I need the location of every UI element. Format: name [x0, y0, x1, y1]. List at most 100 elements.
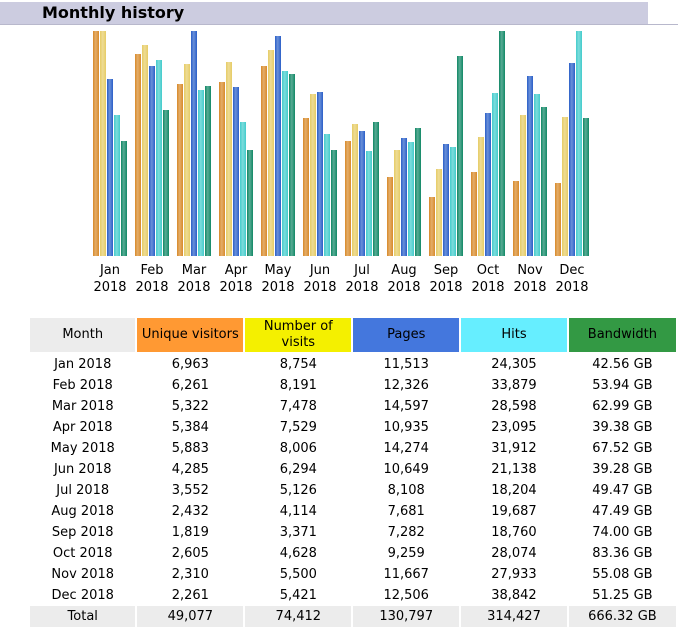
- header-hits: Hits: [461, 318, 567, 354]
- month-label-month: Sep: [433, 263, 459, 278]
- cell-month: Jul 2018: [56, 483, 110, 498]
- bar-hits-oct-2018: [492, 93, 498, 256]
- bar-pages-oct-2018: [485, 113, 491, 256]
- month-label-year: 2018: [555, 280, 589, 295]
- total-cell-hits: 314,427: [461, 606, 567, 627]
- month-label-year: 2018: [345, 280, 379, 295]
- table-row: Apr 2018 5,384 7,529 10,935 23,095 39.38 GB: [30, 417, 676, 438]
- month-label-month: Oct: [476, 263, 500, 278]
- bar-pages-jul-2018: [359, 131, 365, 256]
- header-divider: [0, 24, 678, 25]
- table-header-row: Month Unique visitors Number of visits P…: [30, 318, 676, 354]
- total-cell-visits: 74,412: [245, 606, 352, 627]
- cell-month: Jan 2018: [54, 357, 112, 372]
- bar-number-of-visits-feb-2018: [142, 45, 148, 256]
- bar-bandwidth-apr-2018: [247, 150, 253, 256]
- cell-bandwidth: 51.25 GB: [592, 588, 653, 603]
- bar-bandwidth-nov-2018: [541, 107, 547, 256]
- bar-number-of-visits-sep-2018: [436, 169, 442, 256]
- table-row: Aug 2018 2,432 4,114 7,681 19,687 47.49 GB: [30, 501, 676, 522]
- month-label-month: Jul: [354, 263, 370, 278]
- cell-unique-visitors: 2,261: [171, 588, 209, 603]
- cell-unique-visitors: 2,310: [171, 567, 209, 582]
- bar-hits-may-2018: [282, 71, 288, 256]
- bar-number-of-visits-jan-2018: [100, 31, 106, 256]
- bar-unique-visitors-jun-2018: [303, 118, 309, 256]
- month-label-month: May: [264, 263, 292, 278]
- month-label-year: 2018: [135, 280, 169, 295]
- bar-number-of-visits-may-2018: [268, 50, 274, 256]
- month-label: Apr 2018: [216, 262, 256, 296]
- cell-unique-visitors: 3,552: [171, 483, 209, 498]
- bar-bandwidth-oct-2018: [499, 31, 505, 256]
- table-row: Dec 2018 2,261 5,421 12,506 38,842 51.25 GB: [30, 585, 676, 606]
- cell-month: Jun 2018: [53, 462, 112, 477]
- cell-pages: 7,681: [387, 504, 425, 519]
- month-label-month: Jan: [99, 263, 121, 278]
- month-label: Feb 2018: [132, 262, 172, 296]
- bar-bandwidth-jul-2018: [373, 122, 379, 256]
- bar-number-of-visits-dec-2018: [562, 117, 568, 256]
- cell-visits: 6,294: [279, 462, 317, 477]
- cell-bandwidth: 67.52 GB: [592, 441, 653, 456]
- month-label-month: Mar: [181, 263, 207, 278]
- cell-visits: 5,126: [279, 483, 317, 498]
- month-label: Dec 2018: [552, 262, 592, 296]
- cell-unique-visitors: 4,285: [171, 462, 209, 477]
- cell-hits: 31,912: [491, 441, 537, 456]
- cell-unique-visitors: 5,883: [171, 441, 209, 456]
- cell-bandwidth: 39.28 GB: [592, 462, 653, 477]
- month-label: Nov 2018: [510, 262, 550, 296]
- total-cell-pages: 130,797: [353, 606, 460, 627]
- cell-pages: 7,282: [387, 525, 425, 540]
- cell-pages: 12,326: [383, 378, 429, 393]
- bar-hits-jul-2018: [366, 151, 372, 256]
- bar-number-of-visits-mar-2018: [184, 64, 190, 256]
- cell-month: Mar 2018: [51, 399, 114, 414]
- cell-visits: 7,478: [279, 399, 317, 414]
- bar-unique-visitors-dec-2018: [555, 183, 561, 256]
- cell-month: May 2018: [50, 441, 115, 456]
- cell-bandwidth: 47.49 GB: [592, 504, 653, 519]
- bar-unique-visitors-sep-2018: [429, 197, 435, 256]
- month-label: May 2018: [258, 262, 298, 296]
- month-label: Jun 2018: [300, 262, 340, 296]
- bar-number-of-visits-jun-2018: [310, 94, 316, 256]
- header-number-of-visits: Number of visits: [245, 318, 352, 354]
- cell-month: Nov 2018: [51, 567, 115, 582]
- bar-pages-may-2018: [275, 36, 281, 256]
- bar-unique-visitors-aug-2018: [387, 177, 393, 256]
- cell-month: Sep 2018: [51, 525, 114, 540]
- header-month: Month: [30, 318, 136, 354]
- bar-bandwidth-aug-2018: [415, 128, 421, 256]
- bar-unique-visitors-jan-2018: [93, 31, 99, 256]
- cell-unique-visitors: 6,261: [171, 378, 209, 393]
- month-label-year: 2018: [219, 280, 253, 295]
- cell-unique-visitors: 1,819: [171, 525, 209, 540]
- cell-visits: 8,754: [279, 357, 317, 372]
- month-label-year: 2018: [303, 280, 337, 295]
- month-label-month: Jun: [309, 263, 331, 278]
- bar-pages-jan-2018: [107, 79, 113, 256]
- cell-month: Aug 2018: [51, 504, 115, 519]
- cell-bandwidth: 62.99 GB: [592, 399, 653, 414]
- bar-pages-feb-2018: [149, 66, 155, 256]
- cell-visits: 3,371: [279, 525, 317, 540]
- bar-hits-nov-2018: [534, 94, 540, 256]
- cell-pages: 10,935: [383, 420, 429, 435]
- table-total-row: Total 49,077 74,412 130,797 314,427 666.32 GB: [30, 606, 676, 627]
- total-cell-month: Total: [30, 606, 136, 627]
- cell-bandwidth: 83.36 GB: [592, 546, 653, 561]
- bar-number-of-visits-jul-2018: [352, 124, 358, 256]
- cell-bandwidth: 53.94 GB: [592, 378, 653, 393]
- bar-hits-jan-2018: [114, 115, 120, 256]
- month-label-month: Aug: [391, 263, 417, 278]
- header-bandwidth: Bandwidth: [568, 318, 676, 354]
- cell-month: Feb 2018: [52, 378, 113, 393]
- cell-pages: 9,259: [387, 546, 425, 561]
- month-label-month: Feb: [140, 263, 164, 278]
- month-label-month: Nov: [517, 263, 543, 278]
- section-header: [0, 2, 648, 24]
- bar-bandwidth-dec-2018: [583, 118, 589, 256]
- bar-pages-nov-2018: [527, 76, 533, 256]
